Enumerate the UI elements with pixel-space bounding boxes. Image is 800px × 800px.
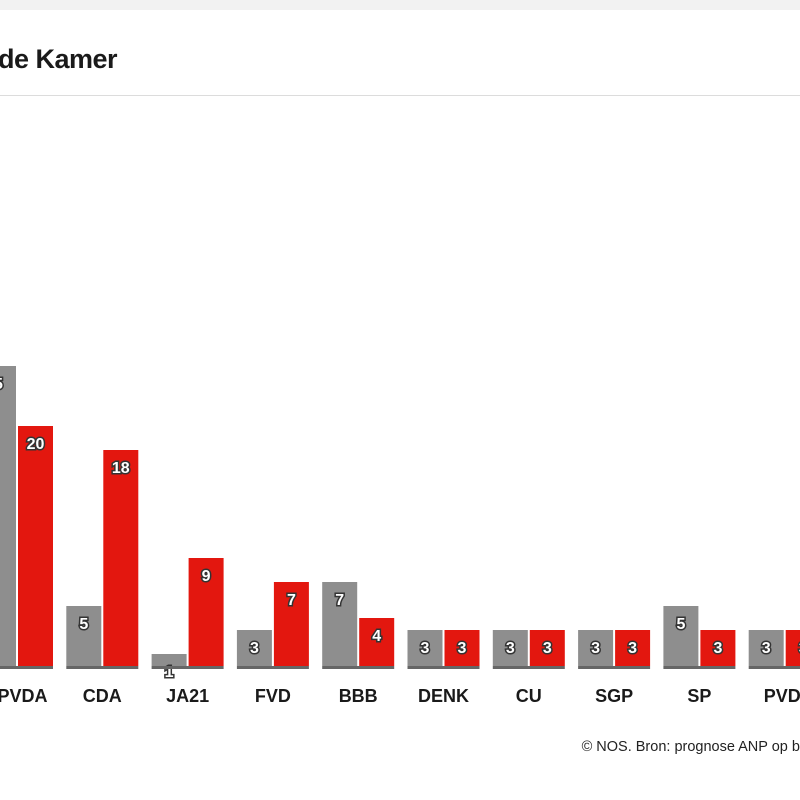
- bar-previous-lpvda: [0, 366, 16, 666]
- baseline-cu: [492, 666, 565, 669]
- baseline-lpvda: [0, 666, 53, 669]
- data-label-current-bbb: 4: [372, 628, 381, 645]
- data-label-current-cda: 18: [112, 460, 130, 477]
- bar-current-pvdi: [785, 630, 800, 666]
- data-label-previous-cu: 3: [506, 640, 515, 657]
- baseline-sp: [663, 666, 736, 669]
- bar-previous-ja21: [151, 654, 187, 666]
- baseline-cda: [66, 666, 139, 669]
- category-label-cu: CU: [516, 686, 542, 706]
- bar-current-ja21: [188, 558, 224, 666]
- data-label-previous-denk: 3: [421, 640, 430, 657]
- source-credit: © NOS. Bron: prognose ANP op ba: [581, 739, 800, 755]
- category-label-fvd: FVD: [255, 686, 291, 706]
- bar-previous-sp: [663, 606, 699, 666]
- data-label-previous-bbb: 7: [335, 592, 344, 609]
- category-label-sgp: SGP: [595, 686, 633, 706]
- bar-previous-cda: [66, 606, 102, 666]
- bar-previous-bbb: [322, 582, 358, 666]
- data-label-previous-fvd: 3: [250, 640, 259, 657]
- data-label-previous-lpvda: 5: [0, 376, 3, 393]
- baseline-pvdi: [748, 666, 800, 669]
- bar-current-bbb: [359, 618, 395, 666]
- bar-previous-cu: [492, 630, 528, 666]
- data-label-current-denk: 3: [458, 640, 467, 657]
- data-label-current-pvdi: 3: [799, 640, 800, 657]
- data-label-previous-pvdi: 3: [762, 640, 771, 657]
- category-label-denk: DENK: [418, 686, 469, 706]
- bar-current-sgp: [615, 630, 651, 666]
- category-label-lpvda: LPVDA: [0, 686, 48, 706]
- category-label-pvdi: PVDI: [764, 686, 800, 706]
- bar-previous-pvdi: [748, 630, 784, 666]
- baseline-denk: [407, 666, 480, 669]
- baseline-ja21: [151, 666, 224, 669]
- baseline-fvd: [236, 666, 309, 669]
- bar-current-denk: [444, 630, 480, 666]
- bar-current-sp: [700, 630, 736, 666]
- data-label-current-sp: 3: [713, 640, 722, 657]
- category-label-cda: CDA: [83, 686, 122, 706]
- data-label-current-sgp: 3: [628, 640, 637, 657]
- baseline-bbb: [322, 666, 395, 669]
- chart-header: de Kamer: [0, 10, 800, 96]
- category-label-sp: SP: [687, 686, 711, 706]
- bar-current-fvd: [273, 582, 309, 666]
- bar-current-cu: [529, 630, 565, 666]
- chart-title: de Kamer: [0, 44, 118, 74]
- data-label-previous-sp: 5: [676, 616, 685, 633]
- bar-previous-fvd: [236, 630, 272, 666]
- category-label-ja21: JA21: [166, 686, 209, 706]
- bar-previous-sgp: [578, 630, 614, 666]
- data-label-current-lpvda: 20: [27, 436, 45, 453]
- bar-current-lpvda: [18, 426, 53, 666]
- data-label-current-fvd: 7: [287, 592, 296, 609]
- data-label-previous-cda: 5: [79, 616, 88, 633]
- baseline-sgp: [578, 666, 651, 669]
- data-label-current-ja21: 9: [202, 568, 211, 585]
- data-label-current-cu: 3: [543, 640, 552, 657]
- top-strip: [0, 0, 800, 10]
- bar-previous-denk: [407, 630, 443, 666]
- category-label-bbb: BBB: [339, 686, 378, 706]
- data-label-previous-sgp: 3: [591, 640, 600, 657]
- bar-current-cda: [103, 450, 139, 666]
